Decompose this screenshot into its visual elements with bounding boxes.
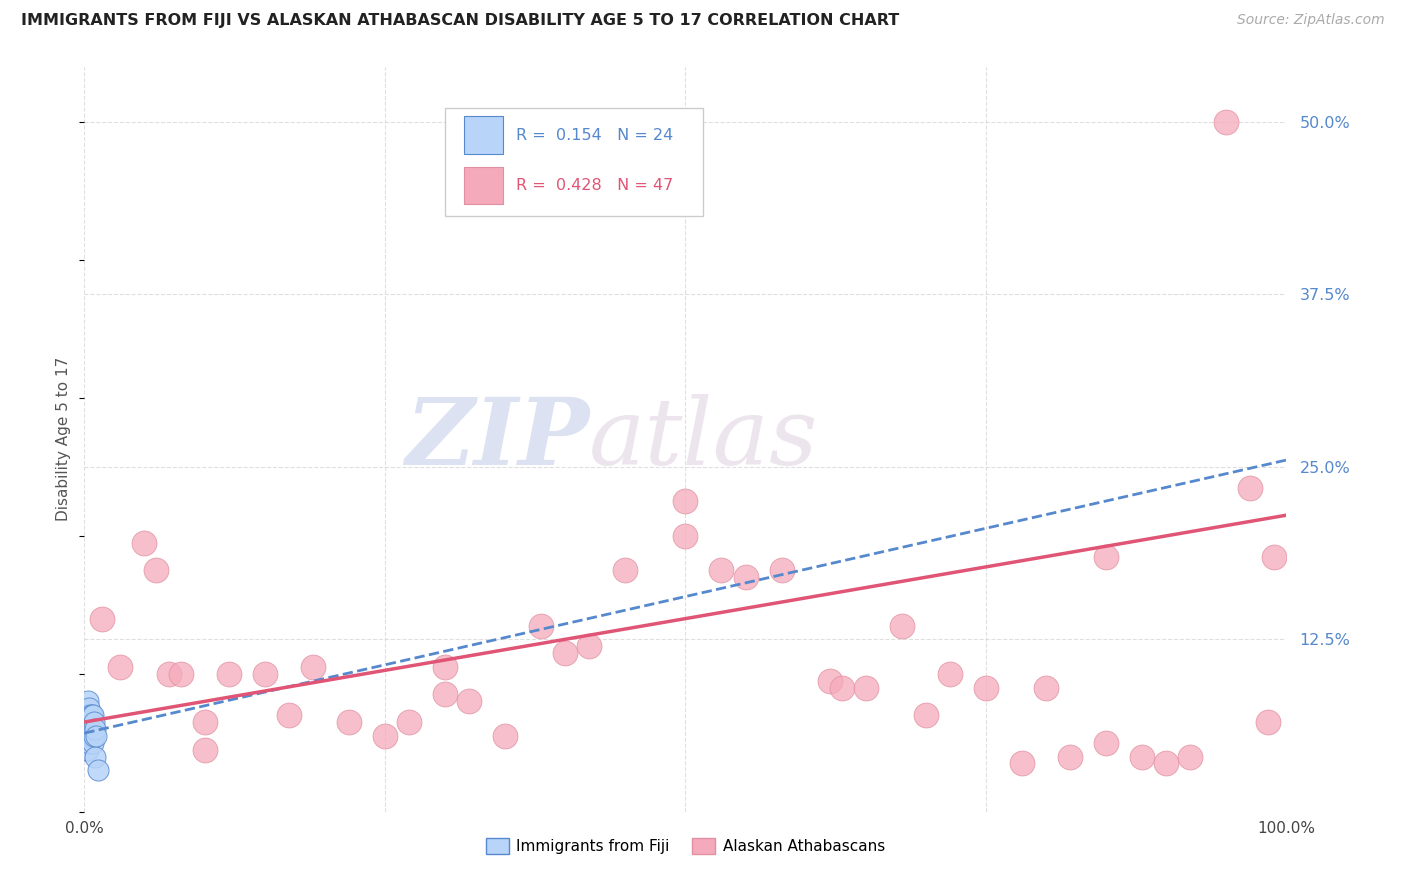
Point	[301, 660, 323, 674]
Point	[734, 570, 756, 584]
Point	[76, 722, 98, 736]
Point	[494, 729, 516, 743]
Point	[218, 666, 240, 681]
Point	[253, 666, 276, 681]
Point	[77, 736, 100, 750]
Point	[374, 729, 396, 743]
Point	[76, 708, 98, 723]
Text: Source: ZipAtlas.com: Source: ZipAtlas.com	[1237, 13, 1385, 28]
Point	[554, 646, 576, 660]
Point	[82, 708, 104, 723]
Point	[1263, 549, 1285, 564]
Text: ZIP: ZIP	[405, 394, 589, 484]
Point	[1257, 714, 1279, 729]
Point	[83, 714, 105, 729]
Point	[939, 666, 962, 681]
Point	[974, 681, 997, 695]
Text: atlas: atlas	[589, 394, 818, 484]
Point	[675, 494, 697, 508]
Point	[458, 694, 481, 708]
Text: IMMIGRANTS FROM FIJI VS ALASKAN ATHABASCAN DISABILITY AGE 5 TO 17 CORRELATION CH: IMMIGRANTS FROM FIJI VS ALASKAN ATHABASC…	[21, 13, 900, 29]
Point	[578, 639, 600, 653]
Point	[79, 708, 101, 723]
Point	[675, 529, 697, 543]
Point	[818, 673, 841, 688]
FancyBboxPatch shape	[464, 167, 503, 204]
Point	[77, 694, 100, 708]
Point	[76, 736, 98, 750]
Point	[915, 708, 938, 723]
Y-axis label: Disability Age 5 to 17: Disability Age 5 to 17	[56, 357, 72, 522]
Point	[77, 729, 100, 743]
Point	[434, 688, 457, 702]
Legend: Immigrants from Fiji, Alaskan Athabascans: Immigrants from Fiji, Alaskan Athabascan…	[479, 831, 891, 860]
Point	[77, 701, 100, 715]
Point	[91, 612, 114, 626]
Point	[530, 618, 553, 632]
FancyBboxPatch shape	[464, 117, 503, 153]
Point	[890, 618, 912, 632]
Point	[77, 742, 100, 756]
Text: R =  0.154   N = 24: R = 0.154 N = 24	[516, 128, 673, 143]
Point	[1156, 756, 1178, 771]
Point	[110, 660, 132, 674]
Point	[145, 563, 167, 577]
Point	[194, 742, 217, 756]
Point	[84, 749, 107, 764]
Point	[77, 714, 100, 729]
Point	[169, 666, 191, 681]
Point	[1011, 756, 1033, 771]
Point	[770, 563, 793, 577]
Point	[710, 563, 733, 577]
Point	[337, 714, 360, 729]
Point	[1095, 736, 1118, 750]
Point	[398, 714, 420, 729]
Point	[77, 714, 100, 729]
Point	[277, 708, 299, 723]
Point	[86, 729, 108, 743]
Point	[75, 729, 97, 743]
Point	[1180, 749, 1202, 764]
Point	[75, 742, 97, 756]
Point	[80, 708, 103, 723]
Point	[1035, 681, 1057, 695]
Point	[831, 681, 853, 695]
Point	[157, 666, 180, 681]
FancyBboxPatch shape	[446, 108, 703, 216]
Point	[83, 729, 105, 743]
Point	[82, 736, 104, 750]
Point	[134, 535, 156, 549]
Point	[80, 729, 103, 743]
Text: R =  0.428   N = 47: R = 0.428 N = 47	[516, 178, 673, 193]
Point	[1215, 115, 1237, 129]
Point	[1130, 749, 1153, 764]
Point	[614, 563, 637, 577]
Point	[79, 729, 101, 743]
Point	[194, 714, 217, 729]
Point	[1095, 549, 1118, 564]
Point	[855, 681, 877, 695]
Point	[1239, 481, 1261, 495]
Point	[86, 764, 108, 778]
Point	[1059, 749, 1081, 764]
Point	[434, 660, 457, 674]
Point	[84, 722, 107, 736]
